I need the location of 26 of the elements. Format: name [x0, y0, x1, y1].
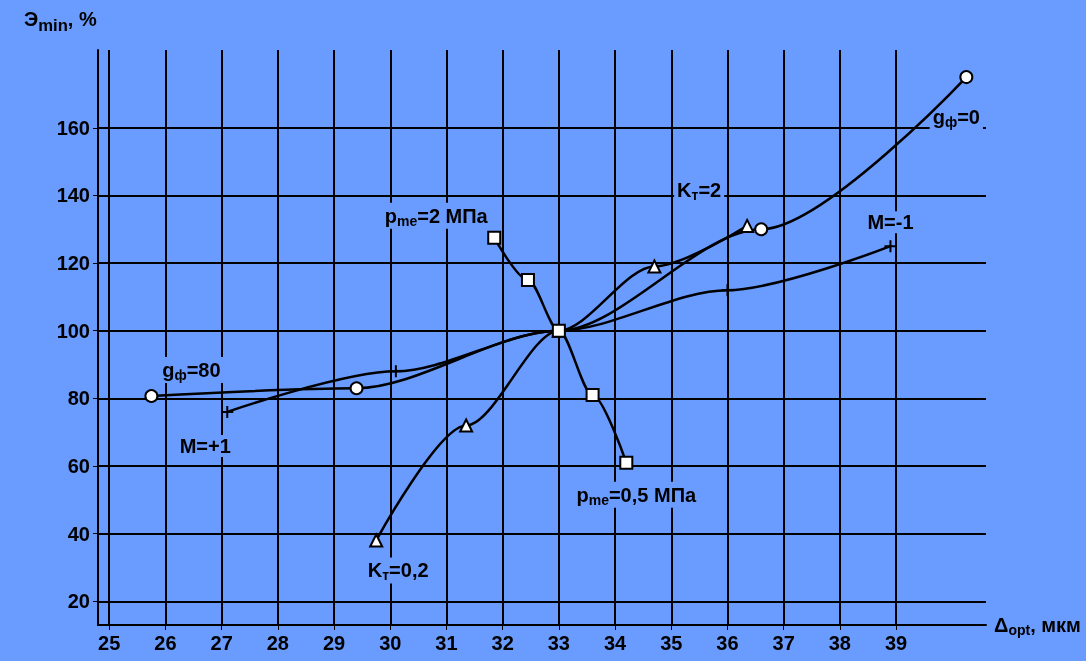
x-tick-label: 26: [154, 632, 177, 654]
y-tick-label: 60: [67, 455, 90, 478]
x-tick-label: 35: [660, 632, 683, 654]
x-tick-label: 28: [266, 632, 289, 654]
x-tick-label: 32: [491, 632, 514, 654]
x-tick-label: 37: [772, 632, 795, 654]
y-axis-title: Э$_{min}$, %: [24, 8, 97, 36]
x-tick-label: 25: [98, 632, 121, 654]
x-tick-label: 31: [435, 632, 458, 654]
x-tick-label: 33: [547, 632, 570, 654]
y-tick-label: 80: [67, 387, 90, 410]
x-tick-label: 27: [210, 632, 233, 654]
annotation: M=-1: [867, 211, 914, 234]
y-tick-label: 100: [56, 319, 90, 342]
annotation: M=+1: [179, 434, 231, 457]
y-tick-label: 140: [56, 184, 90, 207]
x-tick-label: 34: [603, 632, 628, 654]
x-tick-label: 30: [379, 632, 402, 654]
y-tick-label: 120: [56, 252, 90, 275]
x-tick-label: 36: [716, 632, 739, 654]
y-tick-label: 160: [56, 116, 90, 139]
x-tick-label: 39: [884, 632, 908, 654]
x-tick-label: 38: [828, 632, 851, 654]
y-tick-label: 20: [67, 590, 90, 613]
y-tick-label: 40: [67, 522, 90, 545]
x-tick-label: 29: [322, 632, 346, 654]
